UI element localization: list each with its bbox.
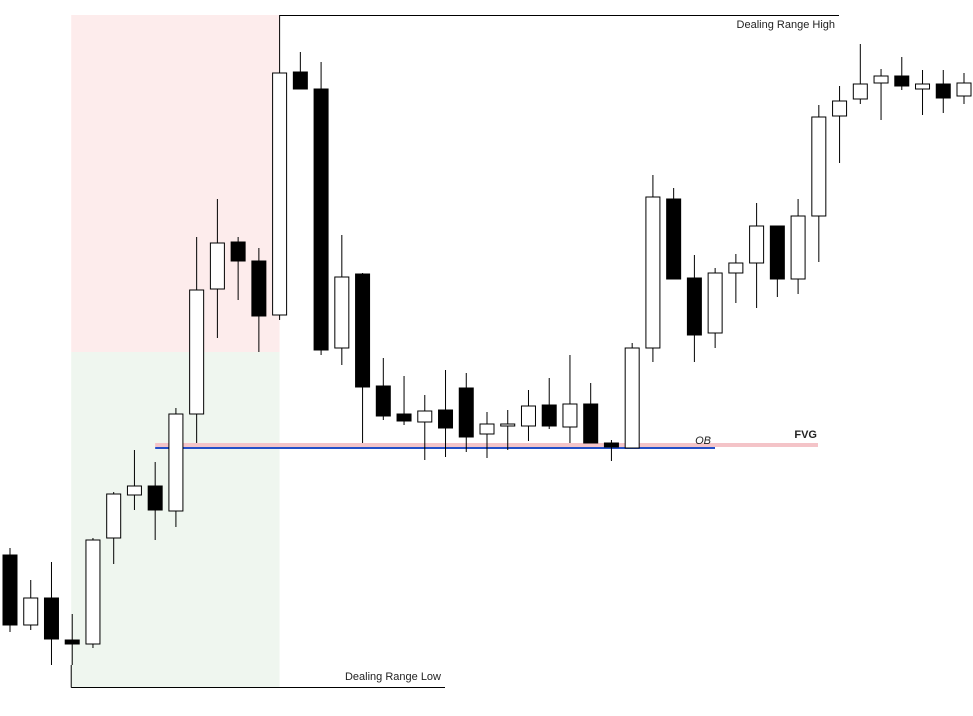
candle-body — [292, 71, 308, 90]
candle-body — [873, 75, 889, 84]
candle-body — [313, 88, 329, 351]
candle-body — [728, 262, 744, 274]
candle-body — [334, 276, 350, 349]
candle-body — [520, 405, 536, 427]
candle-body — [209, 242, 225, 290]
candle-body — [189, 289, 205, 415]
premium-zone — [71, 15, 280, 352]
candle-body — [603, 442, 619, 448]
candle-body — [686, 277, 702, 336]
candle-body — [168, 413, 184, 512]
candle-body — [147, 485, 163, 511]
candle-body — [915, 83, 931, 90]
candle-body — [85, 539, 101, 645]
candle-body — [624, 347, 640, 449]
fvg-label: FVG — [794, 429, 817, 441]
range-low-label: Dealing Range Low — [345, 671, 441, 683]
candle-body — [438, 409, 454, 429]
candle-body — [645, 196, 661, 349]
candle-body — [23, 597, 39, 626]
candle-body — [852, 83, 868, 100]
candle-body — [396, 413, 412, 422]
candle-body — [894, 75, 910, 87]
candle-body — [355, 273, 371, 388]
candle-body — [562, 403, 578, 428]
candle-body — [479, 423, 495, 435]
candle-body — [935, 83, 951, 99]
candle-body — [64, 639, 80, 645]
candle-body — [417, 410, 433, 423]
candle-body — [956, 82, 972, 97]
candle-body — [106, 493, 122, 539]
candle-body — [251, 260, 267, 317]
candle-body — [707, 272, 723, 334]
ob-label: OB — [695, 435, 711, 447]
candle-body — [375, 385, 391, 417]
candle-body — [790, 215, 806, 280]
candle-body — [666, 198, 682, 280]
candle-body — [230, 241, 246, 262]
candle-body — [272, 72, 288, 316]
candle-body — [583, 403, 599, 444]
candle-body — [811, 116, 827, 217]
candle-body — [126, 485, 142, 496]
candle-body — [43, 597, 59, 640]
candle-body — [749, 225, 765, 264]
candle-body — [769, 225, 785, 280]
candle-body — [2, 554, 18, 626]
candle-body — [832, 100, 848, 117]
candle-body — [500, 423, 516, 427]
range-high-label: Dealing Range High — [737, 19, 835, 31]
candle-body — [458, 387, 474, 438]
candle-body — [541, 404, 557, 427]
